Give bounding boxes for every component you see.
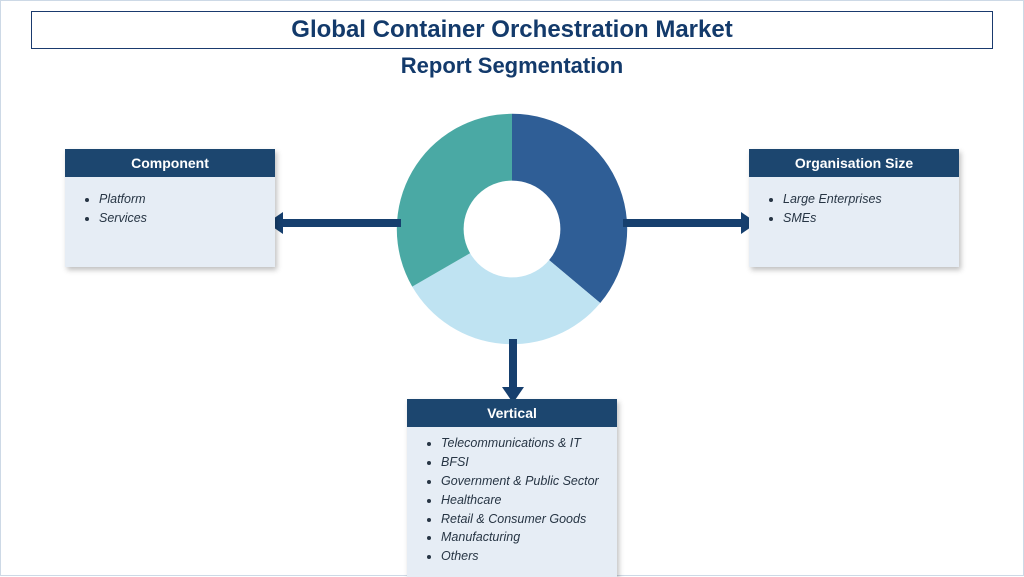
card-body: Telecommunications & IT BFSI Government & … <box>407 427 617 577</box>
card-component: Component Platform Services <box>65 149 275 267</box>
page-title: Global Container Orchestration Market <box>32 16 992 44</box>
arrow-right-icon <box>623 219 743 227</box>
card-vertical: Vertical Telecommunications & IT BFSI Gove… <box>407 399 617 577</box>
arrow-down-icon <box>509 339 517 389</box>
list-item: Platform <box>99 191 261 208</box>
card-body: Large Enterprises SMEs <box>749 177 959 267</box>
list-item: SMEs <box>783 210 945 227</box>
list-item: Government & Public Sector <box>441 473 603 490</box>
card-organisation-size: Organisation Size Large Enterprises SMEs <box>749 149 959 267</box>
card-header: Vertical <box>407 399 617 427</box>
card-body: Platform Services <box>65 177 275 267</box>
list-item: Telecommunications & IT <box>441 435 603 452</box>
list-item: Large Enterprises <box>783 191 945 208</box>
list-item: Healthcare <box>441 492 603 509</box>
list-item: Services <box>99 210 261 227</box>
list-item: Manufacturing <box>441 529 603 546</box>
diagram-stage: Component Platform Services Organisation … <box>1 89 1023 569</box>
card-header: Component <box>65 149 275 177</box>
list-item: BFSI <box>441 454 603 471</box>
list-item: Others <box>441 548 603 565</box>
donut-hole <box>464 181 561 278</box>
arrow-left-icon <box>281 219 401 227</box>
list-item: Retail & Consumer Goods <box>441 511 603 528</box>
title-bar: Global Container Orchestration Market <box>31 11 993 49</box>
page-subtitle: Report Segmentation <box>1 53 1023 79</box>
donut-chart <box>392 109 632 349</box>
card-header: Organisation Size <box>749 149 959 177</box>
